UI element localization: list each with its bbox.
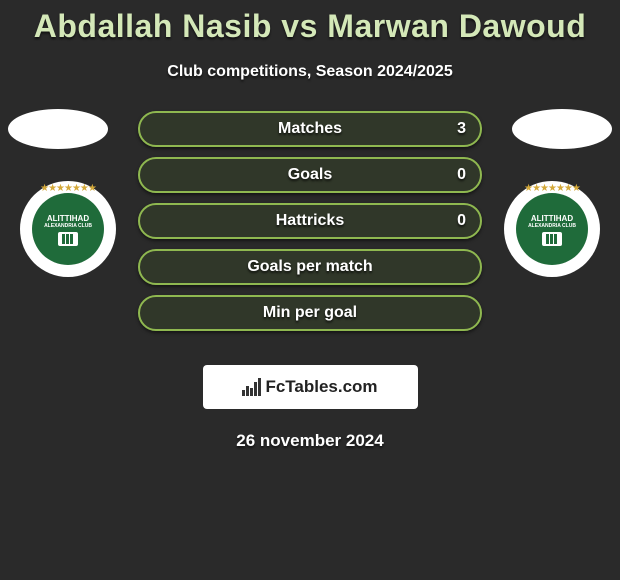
stat-row-hattricks: Hattricks 0: [138, 203, 482, 239]
badge-emblem-icon: [58, 232, 78, 246]
club-badge-right: ★★★★★★★ ALITTIHAD ALEXANDRIA CLUB: [504, 181, 600, 277]
club-badge-left: ★★★★★★★ ALITTIHAD ALEXANDRIA CLUB: [20, 181, 116, 277]
stat-rows: Matches 3 Goals 0 Hattricks 0 Goals per …: [138, 111, 482, 341]
player-ellipse-left: [8, 109, 108, 149]
stat-row-goals-per-match: Goals per match: [138, 249, 482, 285]
badge-sub-right: ALEXANDRIA CLUB: [528, 224, 576, 229]
badge-inner-right: ★★★★★★★ ALITTIHAD ALEXANDRIA CLUB: [516, 193, 588, 265]
fctables-badge: FcTables.com: [203, 365, 418, 409]
stats-area: ★★★★★★★ ALITTIHAD ALEXANDRIA CLUB ★★★★★★…: [0, 111, 620, 351]
stat-value: 0: [457, 166, 466, 184]
badge-name-left: ALITTIHAD: [47, 215, 89, 223]
badge-stars-icon: ★★★★★★★: [516, 183, 588, 194]
stat-value: 0: [457, 212, 466, 230]
badge-stars-icon: ★★★★★★★: [32, 183, 104, 194]
badge-inner-left: ★★★★★★★ ALITTIHAD ALEXANDRIA CLUB: [32, 193, 104, 265]
stat-row-min-per-goal: Min per goal: [138, 295, 482, 331]
fctables-label: FcTables.com: [265, 377, 377, 397]
player-ellipse-right: [512, 109, 612, 149]
stat-value: 3: [457, 120, 466, 138]
badge-name-right: ALITTIHAD: [531, 215, 573, 223]
stat-label: Matches: [278, 120, 342, 138]
badge-sub-left: ALEXANDRIA CLUB: [44, 224, 92, 229]
stat-label: Goals per match: [247, 258, 372, 276]
page-title: Abdallah Nasib vs Marwan Dawoud: [0, 0, 620, 45]
date-text: 26 november 2024: [0, 431, 620, 451]
stat-label: Min per goal: [263, 304, 357, 322]
stat-row-matches: Matches 3: [138, 111, 482, 147]
stat-label: Hattricks: [276, 212, 344, 230]
stat-label: Goals: [288, 166, 332, 184]
bar-chart-icon: [242, 378, 261, 396]
subtitle: Club competitions, Season 2024/2025: [0, 63, 620, 81]
badge-emblem-icon: [542, 232, 562, 246]
stat-row-goals: Goals 0: [138, 157, 482, 193]
